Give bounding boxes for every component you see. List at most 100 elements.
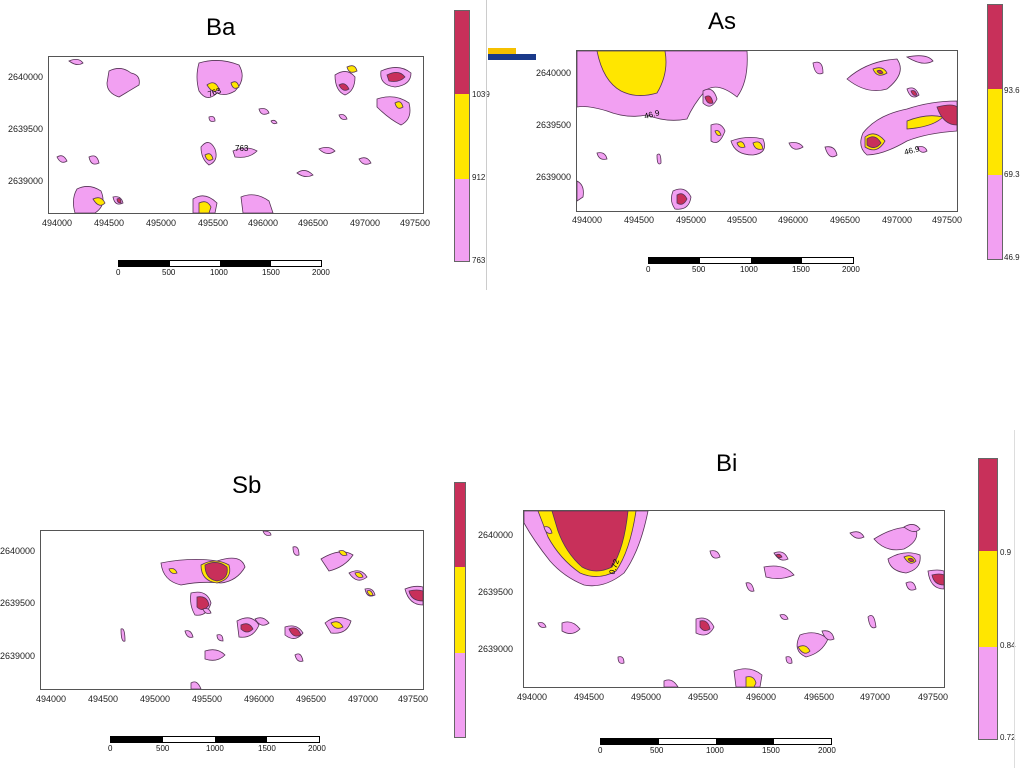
contour-map-sb	[120, 531, 423, 689]
scale-label: 500	[156, 744, 170, 753]
y-tick: 2640000	[536, 68, 572, 78]
divider-line	[486, 0, 487, 290]
contour-map-bi: 0.72	[524, 511, 944, 687]
x-tick: 494500	[624, 215, 655, 225]
y-tick: 2640000	[0, 546, 36, 556]
contour-label-as-2: 46.9	[903, 144, 921, 157]
panel-title-as: As	[708, 8, 737, 35]
x-tick: 496000	[248, 218, 279, 228]
scale-label: 0	[646, 265, 651, 274]
scale-bar-bi	[600, 738, 832, 745]
x-tick: 495000	[146, 218, 177, 228]
legend-label: 0.9	[1000, 548, 1012, 557]
map-sb	[40, 530, 424, 690]
legend-label: 763	[472, 256, 486, 265]
panel-title-ba: Ba	[206, 14, 236, 41]
panel-title-bi: Bi	[716, 450, 738, 477]
map-ba: 763 763	[48, 56, 424, 214]
scale-bar-ba	[118, 260, 322, 267]
scale-label: 1500	[262, 268, 280, 277]
scale-label: 1500	[762, 746, 780, 755]
x-tick: 495500	[198, 218, 229, 228]
x-tick: 495000	[631, 692, 662, 702]
x-tick: 496500	[804, 692, 835, 702]
x-tick: 496500	[296, 694, 327, 704]
x-tick: 494000	[572, 215, 603, 225]
decorative-bar	[488, 48, 516, 56]
x-tick: 497500	[398, 694, 429, 704]
legend-label: 1039	[472, 90, 490, 99]
x-tick: 494500	[88, 694, 119, 704]
scale-label: 1000	[706, 746, 724, 755]
legend-bar-ba	[454, 10, 470, 262]
x-tick: 496500	[298, 218, 329, 228]
x-tick: 497000	[882, 215, 913, 225]
y-tick: 2639000	[536, 172, 572, 182]
x-tick: 495000	[140, 694, 171, 704]
panel-title-sb: Sb	[232, 472, 262, 499]
x-tick: 497500	[400, 218, 431, 228]
contour-label-ba-2: 763	[235, 144, 249, 153]
legend-label: 0.84	[1000, 641, 1016, 650]
x-tick: 494000	[42, 218, 73, 228]
scale-label: 500	[162, 268, 176, 277]
scale-label: 500	[692, 265, 706, 274]
contour-label-ba-1: 763	[207, 86, 223, 99]
legend-bar-as	[987, 4, 1003, 260]
contour-label-as-1: 46.9	[643, 108, 661, 121]
divider-line	[1014, 430, 1015, 768]
scale-label: 1000	[740, 265, 758, 274]
scale-label: 1500	[258, 744, 276, 753]
x-tick: 497000	[350, 218, 381, 228]
legend-bar-sb	[454, 482, 466, 738]
scale-label: 2000	[308, 744, 326, 753]
x-tick: 497000	[348, 694, 379, 704]
x-tick: 497500	[932, 215, 963, 225]
scale-bar-sb	[110, 736, 320, 743]
contour-map-ba: 763 763	[56, 59, 412, 213]
scale-label: 1500	[792, 265, 810, 274]
x-tick: 494500	[574, 692, 605, 702]
y-tick: 2639500	[536, 120, 572, 130]
x-tick: 497000	[860, 692, 891, 702]
y-tick: 2640000	[478, 530, 514, 540]
y-tick: 2639500	[0, 598, 36, 608]
legend-label: 0.72	[1000, 733, 1016, 742]
x-tick: 495000	[676, 215, 707, 225]
x-tick: 496000	[746, 692, 777, 702]
legend-label: 69.3	[1004, 170, 1020, 179]
legend-label: 912	[472, 173, 486, 182]
scale-bar-as	[648, 257, 854, 264]
scale-label: 2000	[818, 746, 836, 755]
x-tick: 496500	[830, 215, 861, 225]
scale-label: 0	[598, 746, 603, 755]
y-tick: 2639000	[0, 651, 36, 661]
x-tick: 495500	[688, 692, 719, 702]
y-tick: 2640000	[8, 72, 44, 82]
legend-label: 46.9	[1004, 253, 1020, 262]
y-tick: 2639500	[8, 124, 44, 134]
y-tick: 2639500	[478, 587, 514, 597]
scale-label: 2000	[842, 265, 860, 274]
map-as: 46.9 46.9	[576, 50, 958, 212]
scale-label: 0	[108, 744, 113, 753]
x-tick: 494000	[36, 694, 67, 704]
x-tick: 495500	[192, 694, 223, 704]
scale-label: 1000	[206, 744, 224, 753]
scale-label: 1000	[210, 268, 228, 277]
y-tick: 2639000	[478, 644, 514, 654]
x-tick: 496000	[778, 215, 809, 225]
x-tick: 495500	[727, 215, 758, 225]
x-tick: 496000	[244, 694, 275, 704]
y-tick: 2639000	[8, 176, 44, 186]
scale-label: 500	[650, 746, 664, 755]
contour-map-as: 46.9 46.9	[577, 51, 957, 210]
legend-label: 93.6	[1004, 86, 1020, 95]
x-tick: 494500	[94, 218, 125, 228]
map-bi: 0.72	[523, 510, 945, 688]
scale-label: 2000	[312, 268, 330, 277]
x-tick: 494000	[517, 692, 548, 702]
decorative-bar	[488, 54, 536, 60]
scale-label: 0	[116, 268, 121, 277]
legend-bar-bi	[978, 458, 998, 740]
